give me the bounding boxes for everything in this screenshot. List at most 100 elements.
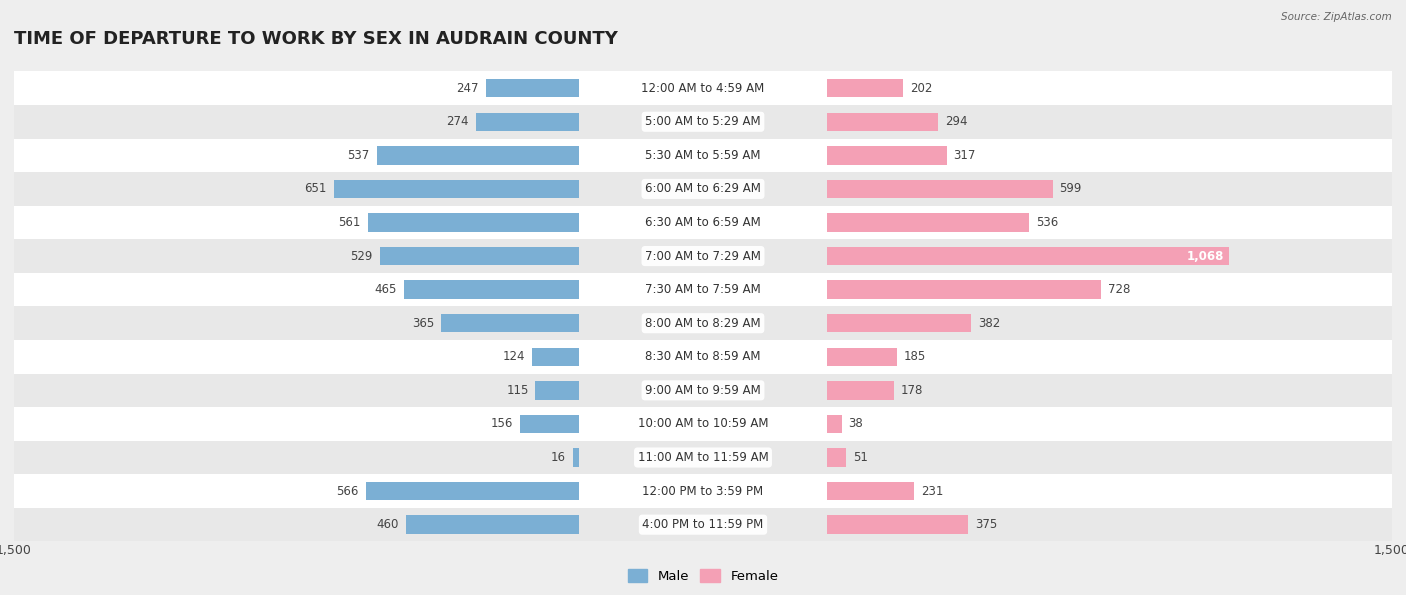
Text: 274: 274 <box>446 115 468 129</box>
Bar <box>380 247 579 265</box>
Text: 465: 465 <box>374 283 396 296</box>
Text: 185: 185 <box>904 350 927 364</box>
Text: 6:30 AM to 6:59 AM: 6:30 AM to 6:59 AM <box>645 216 761 229</box>
Text: 115: 115 <box>506 384 529 397</box>
Bar <box>404 280 579 299</box>
Bar <box>827 180 1053 198</box>
Bar <box>14 306 579 340</box>
Text: 178: 178 <box>901 384 924 397</box>
Text: 651: 651 <box>305 183 328 195</box>
Bar <box>827 441 1392 474</box>
Bar <box>827 79 903 98</box>
Bar <box>579 508 827 541</box>
Bar <box>827 172 1392 206</box>
Bar <box>827 112 938 131</box>
Bar <box>579 407 827 441</box>
Bar <box>14 206 579 239</box>
Bar <box>827 314 972 333</box>
Bar <box>827 213 1029 231</box>
Bar <box>827 71 1392 105</box>
Text: 365: 365 <box>412 317 434 330</box>
Text: 728: 728 <box>1108 283 1130 296</box>
Bar <box>14 105 579 139</box>
Text: 599: 599 <box>1060 183 1081 195</box>
Bar <box>827 146 946 165</box>
Text: 7:30 AM to 7:59 AM: 7:30 AM to 7:59 AM <box>645 283 761 296</box>
Bar <box>827 139 1392 172</box>
Bar <box>14 474 579 508</box>
Bar <box>14 407 579 441</box>
Bar <box>14 441 579 474</box>
Text: 294: 294 <box>945 115 967 129</box>
Text: 8:30 AM to 8:59 AM: 8:30 AM to 8:59 AM <box>645 350 761 364</box>
Bar <box>827 340 1392 374</box>
Bar <box>827 415 842 433</box>
Bar <box>367 213 579 231</box>
Text: 7:00 AM to 7:29 AM: 7:00 AM to 7:29 AM <box>645 249 761 262</box>
Bar <box>14 340 579 374</box>
Text: TIME OF DEPARTURE TO WORK BY SEX IN AUDRAIN COUNTY: TIME OF DEPARTURE TO WORK BY SEX IN AUDR… <box>14 30 617 48</box>
Bar <box>377 146 579 165</box>
Bar <box>579 273 827 306</box>
Text: 460: 460 <box>377 518 399 531</box>
Bar <box>827 247 1229 265</box>
Bar <box>827 306 1392 340</box>
Bar <box>579 474 827 508</box>
Bar <box>572 448 579 466</box>
Text: Source: ZipAtlas.com: Source: ZipAtlas.com <box>1281 12 1392 22</box>
Bar <box>579 441 827 474</box>
Bar <box>14 139 579 172</box>
Bar <box>827 508 1392 541</box>
Bar <box>579 374 827 407</box>
Text: 10:00 AM to 10:59 AM: 10:00 AM to 10:59 AM <box>638 418 768 430</box>
Text: 202: 202 <box>910 82 932 95</box>
Bar <box>14 172 579 206</box>
Text: 16: 16 <box>551 451 567 464</box>
Bar <box>14 273 579 306</box>
Bar <box>14 71 579 105</box>
Text: 561: 561 <box>339 216 361 229</box>
Bar <box>827 381 894 400</box>
Bar <box>14 239 579 273</box>
Bar <box>579 105 827 139</box>
Bar <box>579 306 827 340</box>
Text: 51: 51 <box>853 451 868 464</box>
Text: 1,068: 1,068 <box>1187 249 1223 262</box>
Text: 6:00 AM to 6:29 AM: 6:00 AM to 6:29 AM <box>645 183 761 195</box>
Bar <box>366 482 579 500</box>
Bar <box>827 482 914 500</box>
Text: 124: 124 <box>503 350 526 364</box>
Bar <box>579 71 827 105</box>
Bar <box>827 374 1392 407</box>
Bar <box>827 347 897 366</box>
Bar <box>579 206 827 239</box>
Bar <box>536 381 579 400</box>
Text: 156: 156 <box>491 418 513 430</box>
Text: 4:00 PM to 11:59 PM: 4:00 PM to 11:59 PM <box>643 518 763 531</box>
Text: 247: 247 <box>457 82 479 95</box>
Text: 11:00 AM to 11:59 AM: 11:00 AM to 11:59 AM <box>638 451 768 464</box>
Bar <box>827 407 1392 441</box>
Bar <box>827 239 1392 273</box>
Text: 382: 382 <box>977 317 1000 330</box>
Text: 537: 537 <box>347 149 370 162</box>
Bar <box>405 515 579 534</box>
Bar <box>14 508 579 541</box>
Text: 12:00 AM to 4:59 AM: 12:00 AM to 4:59 AM <box>641 82 765 95</box>
Legend: Male, Female: Male, Female <box>623 563 783 588</box>
Bar <box>475 112 579 131</box>
Text: 375: 375 <box>976 518 997 531</box>
Bar <box>827 474 1392 508</box>
Bar <box>333 180 579 198</box>
Bar <box>579 340 827 374</box>
Bar <box>827 273 1392 306</box>
Text: 231: 231 <box>921 484 943 497</box>
Bar <box>827 206 1392 239</box>
Text: 8:00 AM to 8:29 AM: 8:00 AM to 8:29 AM <box>645 317 761 330</box>
Text: 12:00 PM to 3:59 PM: 12:00 PM to 3:59 PM <box>643 484 763 497</box>
Bar <box>531 347 579 366</box>
Bar <box>827 280 1101 299</box>
Bar <box>579 239 827 273</box>
Bar <box>827 448 846 466</box>
Bar <box>579 172 827 206</box>
